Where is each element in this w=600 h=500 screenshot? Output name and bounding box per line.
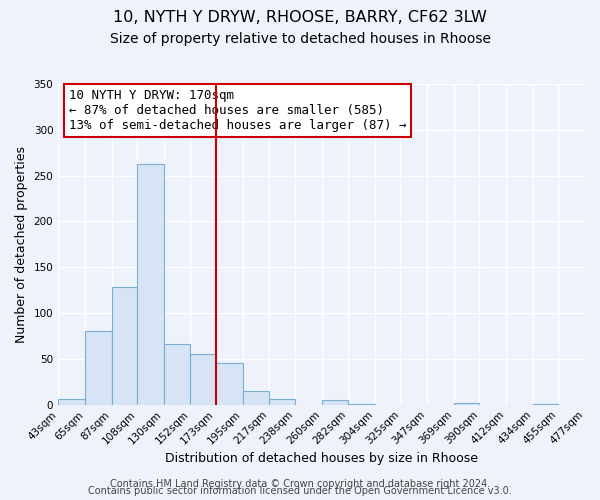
Bar [190, 354, 216, 405]
Text: Contains HM Land Registry data © Crown copyright and database right 2024.: Contains HM Land Registry data © Crown c… [110, 479, 490, 489]
Bar [112, 288, 137, 405]
Text: 10, NYTH Y DRYW, RHOOSE, BARRY, CF62 3LW: 10, NYTH Y DRYW, RHOOSE, BARRY, CF62 3LW [113, 10, 487, 25]
Text: Contains public sector information licensed under the Open Government Licence v3: Contains public sector information licen… [88, 486, 512, 496]
Bar [322, 400, 348, 404]
Bar [242, 391, 269, 404]
X-axis label: Distribution of detached houses by size in Rhoose: Distribution of detached houses by size … [165, 452, 478, 465]
Bar [58, 399, 85, 404]
Text: 10 NYTH Y DRYW: 170sqm
← 87% of detached houses are smaller (585)
13% of semi-de: 10 NYTH Y DRYW: 170sqm ← 87% of detached… [69, 89, 406, 132]
Text: Size of property relative to detached houses in Rhoose: Size of property relative to detached ho… [110, 32, 491, 46]
Bar [164, 344, 190, 405]
Bar [216, 364, 242, 405]
Bar [269, 399, 295, 404]
Bar [454, 403, 479, 404]
Bar [85, 330, 112, 404]
Y-axis label: Number of detached properties: Number of detached properties [15, 146, 28, 343]
Bar [137, 164, 164, 404]
